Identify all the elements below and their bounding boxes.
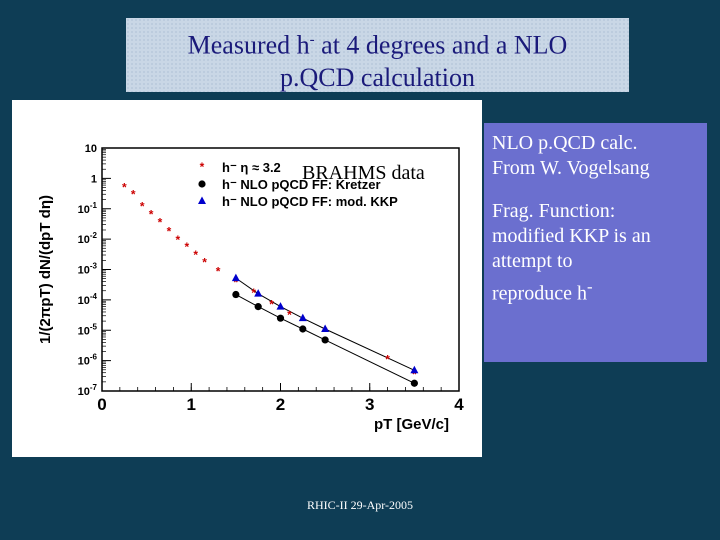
title-line1: Measured h (187, 30, 310, 60)
data-point: * (385, 352, 390, 366)
data-point (321, 324, 330, 332)
spectrum-chart: 0 1 2 3 4 10 1 10-1 10-2 10-3 10-4 10-5 10-6 10-7 pT [… (37, 143, 464, 433)
data-point: * (269, 298, 274, 312)
data-point (299, 325, 307, 333)
y-axis-label: 1/(2πpT) dN/(dpT dη) (37, 195, 54, 344)
x-axis-label: pT [GeV/c] (374, 416, 449, 433)
legend-marker (198, 180, 206, 188)
side-note-line: reproduce h (492, 282, 587, 305)
side-note-line: modified KKP is an (492, 225, 651, 247)
data-point: * (131, 187, 136, 201)
y-tick-label: 10-6 (78, 353, 98, 368)
data-point: * (251, 286, 256, 300)
data-point: * (158, 216, 163, 230)
x-tick-label: 1 (187, 395, 196, 414)
title-line2: p.QCD calculation (280, 62, 475, 92)
series-line (235, 277, 415, 371)
x-tick-label: 3 (365, 395, 374, 414)
brahms-data-label: BRAHMS data (302, 162, 425, 184)
data-point: * (287, 308, 292, 322)
data-point: * (167, 224, 172, 238)
y-tick-label: 10-3 (78, 262, 98, 277)
legend-marker: * (200, 160, 205, 174)
title-line1-rest: at 4 degrees and a NLO (314, 30, 568, 60)
x-tick-label: 0 (97, 395, 106, 414)
data-point (254, 289, 263, 297)
data-point: * (149, 207, 154, 221)
x-tick-label: 4 (454, 395, 464, 414)
data-point (231, 273, 240, 282)
data-point: * (122, 181, 127, 195)
data-point: * (412, 367, 417, 381)
y-tick-label: 10-4 (78, 292, 98, 307)
data-point: * (184, 240, 189, 254)
y-tick-label: 10-7 (78, 383, 98, 398)
data-point (232, 290, 240, 299)
data-point (276, 302, 285, 310)
plot-panel: 0 1 2 3 4 10 1 10-1 10-2 10-3 10-4 10-5 10-6 10-7 pT [… (12, 100, 482, 457)
data-point: * (216, 265, 221, 279)
data-point: * (140, 199, 145, 213)
y-tick-label: 1 (91, 173, 97, 185)
series-line (235, 294, 415, 384)
data-point (254, 303, 262, 311)
side-note-superscript: - (586, 277, 593, 296)
legend-marker (198, 196, 206, 204)
side-note: NLO p.QCD calc. From W. Vogelsang Frag. F… (484, 123, 707, 362)
legend-label: h⁻ NLO pQCD FF: Kretzer (222, 177, 381, 192)
legend-label: h⁻ NLO pQCD FF: mod. KKP (222, 194, 398, 209)
legend-label: h⁻ η ≈ 3.2 (222, 160, 281, 175)
data-point (410, 365, 419, 374)
side-note-line: NLO p.QCD calc. (492, 132, 638, 154)
side-note-line: From W. Vogelsang (492, 157, 650, 179)
y-tick-label: 10-2 (78, 231, 98, 246)
side-note-line: attempt to (492, 250, 573, 272)
data-point (298, 313, 307, 322)
data-point: * (202, 256, 207, 270)
footer-date: RHIC-II 29-Apr-2005 (306, 498, 414, 512)
slide-title: Measured h- at 4 degrees and a NLO p.QCD… (126, 18, 629, 92)
y-tick-label: 10 (85, 143, 97, 155)
data-point: * (234, 275, 239, 289)
data-point: * (193, 248, 198, 262)
data-point (410, 379, 418, 387)
side-note-line: Frag. Function: (492, 200, 616, 222)
title-superscript: - (309, 32, 315, 48)
data-point (276, 314, 285, 322)
x-tick-label: 2 (276, 395, 285, 414)
y-tick-label: 10-5 (78, 322, 98, 337)
y-tick-label: 10-1 (78, 201, 98, 216)
data-point: * (176, 233, 181, 247)
data-point (321, 336, 329, 344)
